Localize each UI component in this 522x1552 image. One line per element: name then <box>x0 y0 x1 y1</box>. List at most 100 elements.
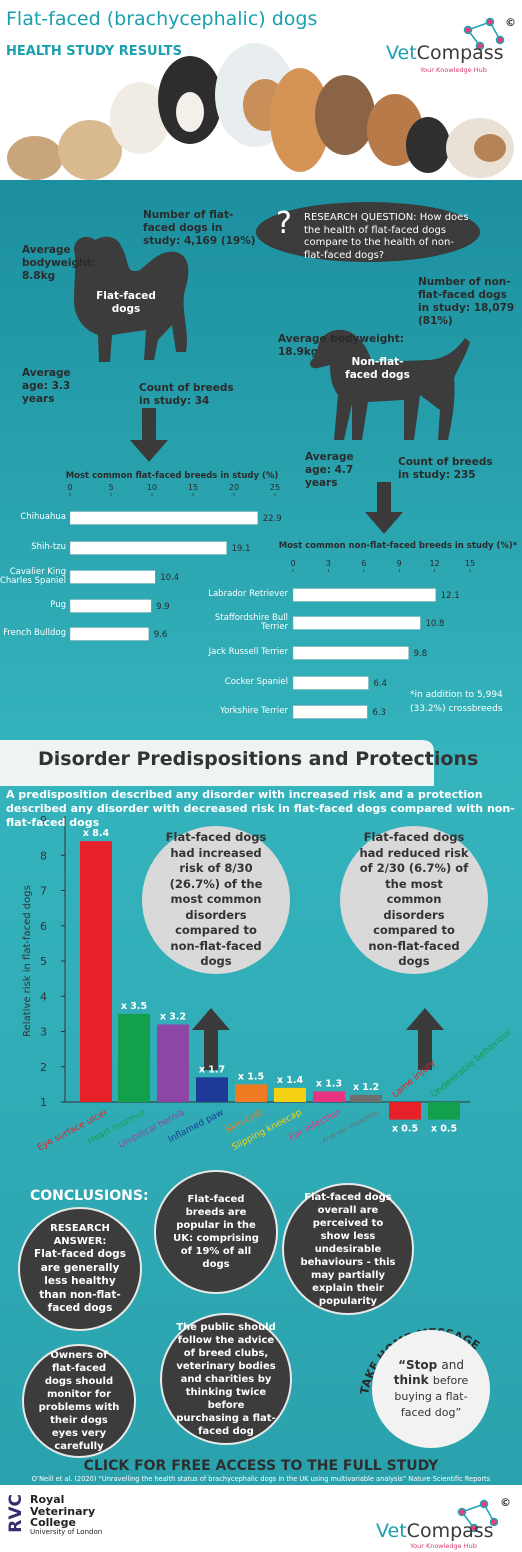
value-label: x 0.5 <box>431 1124 457 1135</box>
value-label: 12.1 <box>441 591 460 601</box>
bar <box>292 705 368 719</box>
nonflat-dog-silhouette <box>310 329 470 440</box>
category-label: Pug <box>50 600 66 611</box>
category-label: Chihuahua <box>20 512 66 523</box>
footer-panel <box>0 1485 522 1552</box>
bar <box>69 511 259 525</box>
chart-title: Most common flat-faced breeds in study (… <box>66 471 279 481</box>
bar <box>196 1077 228 1102</box>
nonflat-count: Number of non-flat-faced dogs in study: … <box>418 276 515 328</box>
category-label: Jack Russell Terrier <box>208 647 288 658</box>
dog-photo <box>7 43 514 180</box>
category-label: Cavalier King Charles Spaniel <box>0 566 66 586</box>
question-bubble <box>256 202 480 262</box>
rvc-line: University of London <box>30 1527 103 1536</box>
value-label: 6.4 <box>374 679 388 689</box>
arrow-down <box>365 482 403 534</box>
question-text: RESEARCH QUESTION: How does the health o… <box>304 212 469 261</box>
y-tick-label: 4 <box>40 990 47 1003</box>
logo-part: Vet <box>376 1520 407 1542</box>
conclusions-heading: CONCLUSIONS: <box>30 1188 149 1204</box>
rvc-line: College <box>30 1516 76 1530</box>
value-label: 9.9 <box>156 602 170 612</box>
value-label: 22.9 <box>263 514 282 524</box>
x-tick-label: 5 <box>108 483 113 492</box>
logo-tagline: Your Knowledge Hub <box>410 1542 477 1550</box>
nonflat-age: Average age: 4.7 years <box>305 451 354 490</box>
logo-part: Compass <box>416 42 504 64</box>
y-tick-label: 1 <box>40 1096 47 1109</box>
logo-part: Compass <box>406 1520 494 1542</box>
y-tick-label: 3 <box>40 1026 47 1039</box>
bar <box>292 676 369 690</box>
arrow-up <box>192 1008 230 1070</box>
flat-breeds: Count of breeds in study: 34 <box>139 382 234 408</box>
answer-text: Flat-faced dogs are generally less healt… <box>34 1247 126 1315</box>
y-tick-label: 8 <box>40 849 47 862</box>
logo: VetCompass <box>386 42 504 66</box>
cta-link[interactable]: CLICK FOR FREE ACCESS TO THE FULL STUDY <box>83 1458 439 1474</box>
increased-risk-circle: Flat-faced dogs had increased risk of 8/… <box>142 826 290 974</box>
value-label: 6.3 <box>372 708 386 718</box>
category-label: Labrador Retriever <box>208 589 288 600</box>
title: Flat-faced (brachycephalic) dogs <box>6 8 318 30</box>
take-home-rest: before buying a flat-faced dog” <box>394 1374 469 1419</box>
disorders-heading: Disorder Predispositions and Protections <box>38 748 479 770</box>
y-tick-label: 7 <box>40 885 47 898</box>
take-home-circle: “Stop and think before buying a flat-fac… <box>372 1330 490 1448</box>
take-home-text: “Stop and think before buying a flat-fac… <box>388 1358 474 1420</box>
subtitle: HEALTH STUDY RESULTS <box>6 44 182 59</box>
bar <box>69 627 149 641</box>
citation: O’Neill et al. (2020) “Unravelling the h… <box>31 1475 491 1483</box>
flat-count: Number of flat-faced dogs in study: 4,16… <box>143 209 256 248</box>
category-label: Cocker Spaniel <box>224 677 288 688</box>
value-label: 19.1 <box>232 544 251 554</box>
crossbreed-note: *in addition to 5,994 (33.2%) crossbreed… <box>410 690 503 715</box>
value-label: x 1.5 <box>238 1071 264 1082</box>
bar <box>350 1094 382 1102</box>
bar <box>157 1024 189 1102</box>
rvc-line: Veterinary <box>30 1504 96 1518</box>
bar <box>292 588 437 602</box>
question-mark: ? <box>276 206 292 241</box>
x-tick-label: 3 <box>326 559 331 568</box>
conclusion-circle: Owners of flat-faced dogs should monitor… <box>22 1344 136 1458</box>
bar <box>389 1102 421 1120</box>
bar <box>69 599 152 613</box>
y-axis-label: Relative risk in flat-faced dogs <box>22 885 33 1037</box>
value-label: x 1.4 <box>277 1075 304 1086</box>
flat-weight: Average bodyweight: 8.8kg <box>22 244 96 283</box>
category-label: French Bulldog <box>3 628 66 639</box>
conclusion-circle: Flat-faced dogs overall are perceived to… <box>282 1183 414 1315</box>
value-label: 10.8 <box>425 619 444 629</box>
value-label: 9.8 <box>414 649 428 659</box>
take-home-stop: “Stop <box>398 1357 438 1372</box>
flat-label: Flat-faced dogs <box>96 290 156 316</box>
x-tick-label: 15 <box>465 559 475 568</box>
take-home-and: and <box>441 1357 464 1372</box>
value-label: 9.6 <box>154 630 168 640</box>
footer-logo: VetCompass <box>376 1520 494 1544</box>
disorders-intro: A predisposition described any disorder … <box>6 788 515 829</box>
value-label: x 8.4 <box>83 828 110 839</box>
x-tick-label: 20 <box>229 483 239 492</box>
flat-dog-silhouette <box>74 236 189 362</box>
rvc-mark: RVC <box>6 1494 26 1533</box>
x-tick-label: 25 <box>270 483 280 492</box>
category-label: Shih-tzu <box>31 542 66 553</box>
y-tick-label: 6 <box>40 920 47 933</box>
rvc-name: Royal Veterinary College University of Lond… <box>30 1494 102 1536</box>
reduced-risk-circle: Flat-faced dogs had reduced risk of 2/30… <box>340 826 488 974</box>
logo-tagline: Your Knowledge Hub <box>420 66 487 74</box>
value-label: x 1.7 <box>199 1064 225 1075</box>
bar <box>428 1102 460 1120</box>
x-tick-label: 15 <box>188 483 198 492</box>
x-tick-label: 0 <box>290 559 295 568</box>
bar <box>69 541 227 555</box>
conclusion-circle: Flat-faced breeds are popular in the UK:… <box>154 1170 278 1294</box>
conclusion-circle: RESEARCH ANSWER: Flat-faced dogs are gene… <box>18 1207 142 1331</box>
value-label: x 1.2 <box>353 1082 379 1093</box>
x-tick-label: 12 <box>430 559 440 568</box>
take-home-think: think <box>393 1373 429 1388</box>
